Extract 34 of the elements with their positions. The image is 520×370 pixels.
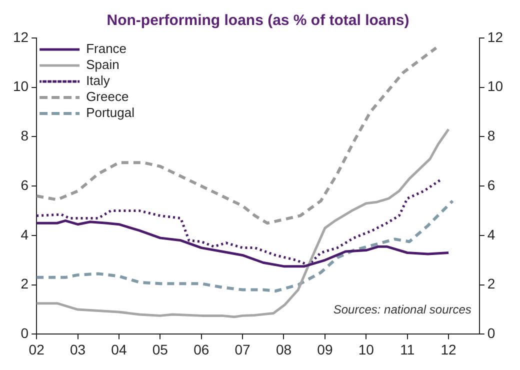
y-tick-label: 4 [20, 226, 29, 242]
x-tick-label: 10 [358, 341, 374, 358]
y-tick-label: 2 [20, 276, 29, 292]
y2-tick-label: 12 [487, 28, 504, 45]
line-series [36, 199, 454, 293]
y-tick-label: 0 [20, 325, 29, 342]
y2-tick-label: 8 [487, 128, 496, 144]
chart-title: Non-performing loans (as % of total loans) [106, 12, 410, 30]
x-tick-label: 07 [234, 341, 251, 358]
x-tick-label: 02 [28, 341, 45, 358]
legend-label: Spain [86, 57, 120, 72]
y-tick-label: 10 [12, 78, 29, 94]
x-tick-label: 03 [70, 341, 86, 358]
y-tick-label: 8 [20, 128, 29, 144]
y2-tick-label: 10 [487, 78, 504, 94]
x-tick-label: 11 [400, 341, 415, 358]
x-tick-label: 08 [276, 341, 292, 358]
y2-tick-label: 0 [487, 325, 496, 342]
x-tick-label: 06 [194, 341, 210, 358]
y-tick-label: 12 [12, 28, 29, 45]
x-tick-label: 05 [152, 341, 168, 358]
x-tick-label: 12 [440, 341, 457, 358]
annotation: Sources: national sources [333, 302, 472, 317]
legend-label: Portugal [86, 105, 135, 120]
legend-label: France [86, 41, 127, 56]
line-series [36, 46, 438, 225]
legend-label: Greece [86, 89, 129, 104]
x-tick-label: 09 [317, 341, 333, 358]
x-tick-label: 04 [111, 341, 127, 358]
legend-label: Italy [86, 73, 110, 88]
y2-tick-label: 2 [487, 276, 496, 292]
y-tick-label: 6 [20, 176, 29, 193]
y2-tick-label: 6 [487, 176, 496, 193]
y2-tick-label: 4 [487, 226, 496, 242]
